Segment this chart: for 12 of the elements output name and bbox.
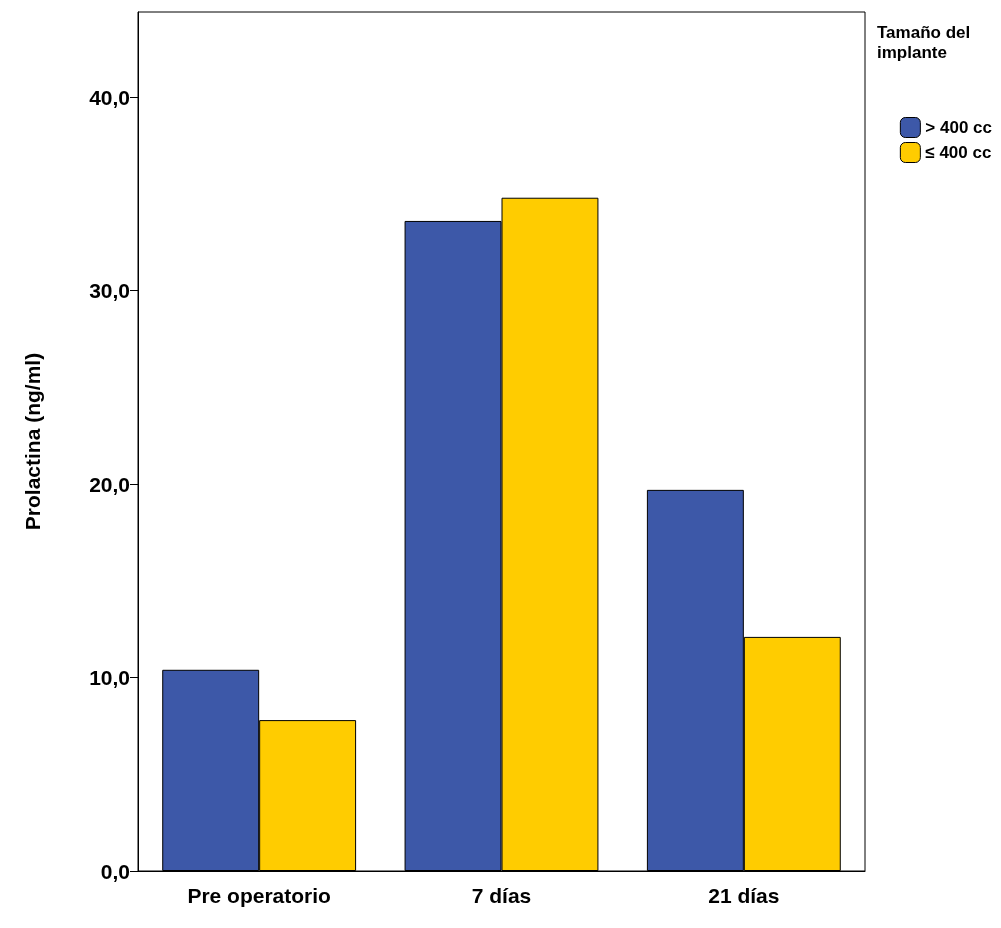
x-tick-label: Pre operatorio bbox=[187, 884, 331, 907]
x-tick-label: 7 días bbox=[471, 884, 532, 907]
y-axis-title: Prolactina (ng/ml) bbox=[21, 352, 44, 531]
x-tick-label: 21 días bbox=[708, 884, 780, 907]
y-tick-label: 0,0 bbox=[100, 859, 130, 883]
y-tick-label: 10,0 bbox=[89, 666, 130, 690]
y-tick-label: 20,0 bbox=[89, 472, 130, 496]
legend-title: Tamaño del implante bbox=[877, 22, 975, 62]
y-tick-label: 40,0 bbox=[89, 85, 130, 109]
legend-label: ≤ 400 cc bbox=[925, 143, 992, 162]
legend-label: > 400 cc bbox=[925, 118, 993, 137]
y-tick-label: 30,0 bbox=[89, 279, 130, 303]
